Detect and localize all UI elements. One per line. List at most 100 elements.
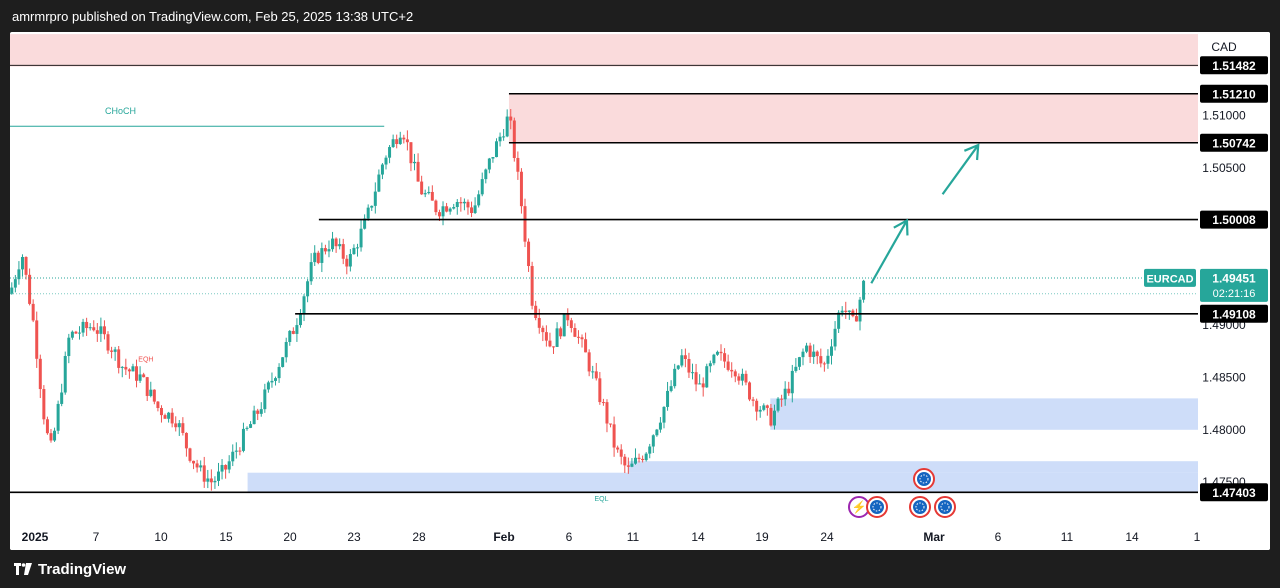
candle-body	[270, 380, 274, 383]
candle-body	[452, 207, 456, 209]
candle-body	[405, 139, 409, 143]
candle-body	[359, 228, 363, 248]
price-tick-1.50500: 1.50500	[1202, 161, 1246, 175]
candle-body	[715, 351, 719, 355]
candle-body	[241, 428, 245, 451]
candle-body	[398, 137, 402, 145]
event-eu-icon-2-flag-icon	[917, 472, 931, 486]
candle-body	[462, 201, 466, 204]
candle-body	[24, 256, 28, 275]
candle-body	[619, 449, 623, 457]
candle-body	[609, 423, 613, 425]
candle-body	[708, 363, 712, 367]
publish-header: amrmrpro published on TradingView.com, F…	[0, 0, 1280, 32]
candle-body	[740, 373, 744, 381]
candle-body	[459, 202, 463, 204]
last-price-value: 1.49451	[1212, 271, 1256, 285]
candle-body	[138, 374, 142, 381]
time-tick-14: 14	[1125, 530, 1139, 544]
projection-arrow-2	[941, 144, 980, 195]
candle-body	[694, 372, 698, 385]
time-tick-6: 6	[566, 530, 573, 544]
candle-body	[537, 318, 541, 328]
candle-body	[345, 258, 349, 267]
candle-body	[170, 412, 174, 424]
candle-body	[338, 244, 342, 247]
candle-body	[302, 296, 306, 315]
candle-body	[655, 429, 659, 436]
candle-body	[35, 320, 39, 359]
candle-body	[751, 399, 755, 401]
event-eu-icon-3-flag-ring	[915, 502, 925, 512]
candle-body	[473, 205, 477, 214]
price-label-1.51482: 1.51482	[1212, 59, 1256, 73]
candle-body	[274, 378, 278, 381]
candle-body	[49, 433, 53, 441]
candle-body	[783, 388, 787, 400]
candle-body	[384, 157, 388, 165]
candle-body	[323, 248, 327, 252]
candle-body	[534, 305, 538, 319]
candle-body	[641, 458, 645, 461]
candle-body	[705, 366, 709, 388]
candle-body	[238, 450, 242, 452]
candle-body	[455, 202, 459, 208]
candle-body	[712, 354, 716, 364]
candle-body	[470, 207, 474, 214]
candle-body	[772, 410, 776, 426]
candle-body	[117, 349, 121, 368]
candle-body	[135, 366, 139, 381]
candle-body	[174, 423, 178, 428]
candle-body	[380, 164, 384, 175]
candle-body	[224, 465, 228, 470]
candle-body	[156, 401, 160, 408]
candle-body	[266, 382, 270, 390]
time-tick-Feb: Feb	[493, 530, 514, 544]
candle-body	[423, 193, 427, 195]
candle-body	[85, 321, 89, 329]
event-eu-icon-4-flag-icon	[938, 500, 952, 514]
candle-body	[320, 248, 324, 263]
candle-body	[552, 346, 556, 348]
candle-body	[844, 310, 848, 313]
candle-body	[491, 157, 495, 159]
price-label-1.49108: 1.49108	[1212, 307, 1256, 321]
candle-body	[837, 312, 841, 329]
candle-body	[569, 320, 573, 328]
candle-body	[420, 181, 424, 195]
candle-body	[858, 299, 862, 322]
projection-arrow-2-head	[963, 143, 980, 161]
candle-body	[448, 208, 452, 212]
candle-body	[259, 409, 263, 414]
chart-frame[interactable]: CHoCH EQH EQL CAD 1.51000 1.50500 1.49000 1.48…	[10, 32, 1270, 550]
candle-body	[355, 247, 359, 249]
price-label-1.50008: 1.50008	[1212, 213, 1256, 227]
time-tick-19: 19	[755, 530, 769, 544]
candle-body	[145, 377, 149, 396]
candle-body	[502, 136, 506, 138]
candle-body	[363, 218, 367, 229]
candle-body	[591, 371, 595, 373]
candle-body	[484, 169, 488, 180]
footer-brand-text: TradingView	[38, 560, 127, 578]
candle-body	[113, 349, 117, 352]
candle-body	[512, 120, 516, 158]
time-tick-11: 11	[627, 530, 640, 544]
candle-body	[498, 136, 502, 142]
candle-body	[797, 357, 801, 367]
candle-body	[815, 351, 819, 357]
price-label-box-1.50008	[1200, 210, 1268, 229]
candle-body	[698, 383, 702, 385]
candle-body	[480, 179, 484, 195]
time-tick-20: 20	[283, 530, 297, 544]
candle-body	[395, 139, 399, 145]
candle-body	[120, 366, 124, 368]
candle-body	[805, 345, 809, 352]
candle-body	[313, 252, 317, 263]
candle-body	[181, 423, 185, 433]
event-eu-icon-2-flag-ring	[919, 474, 929, 484]
candle-body	[306, 281, 310, 297]
candle-body	[847, 310, 851, 313]
candle-body	[790, 370, 794, 394]
